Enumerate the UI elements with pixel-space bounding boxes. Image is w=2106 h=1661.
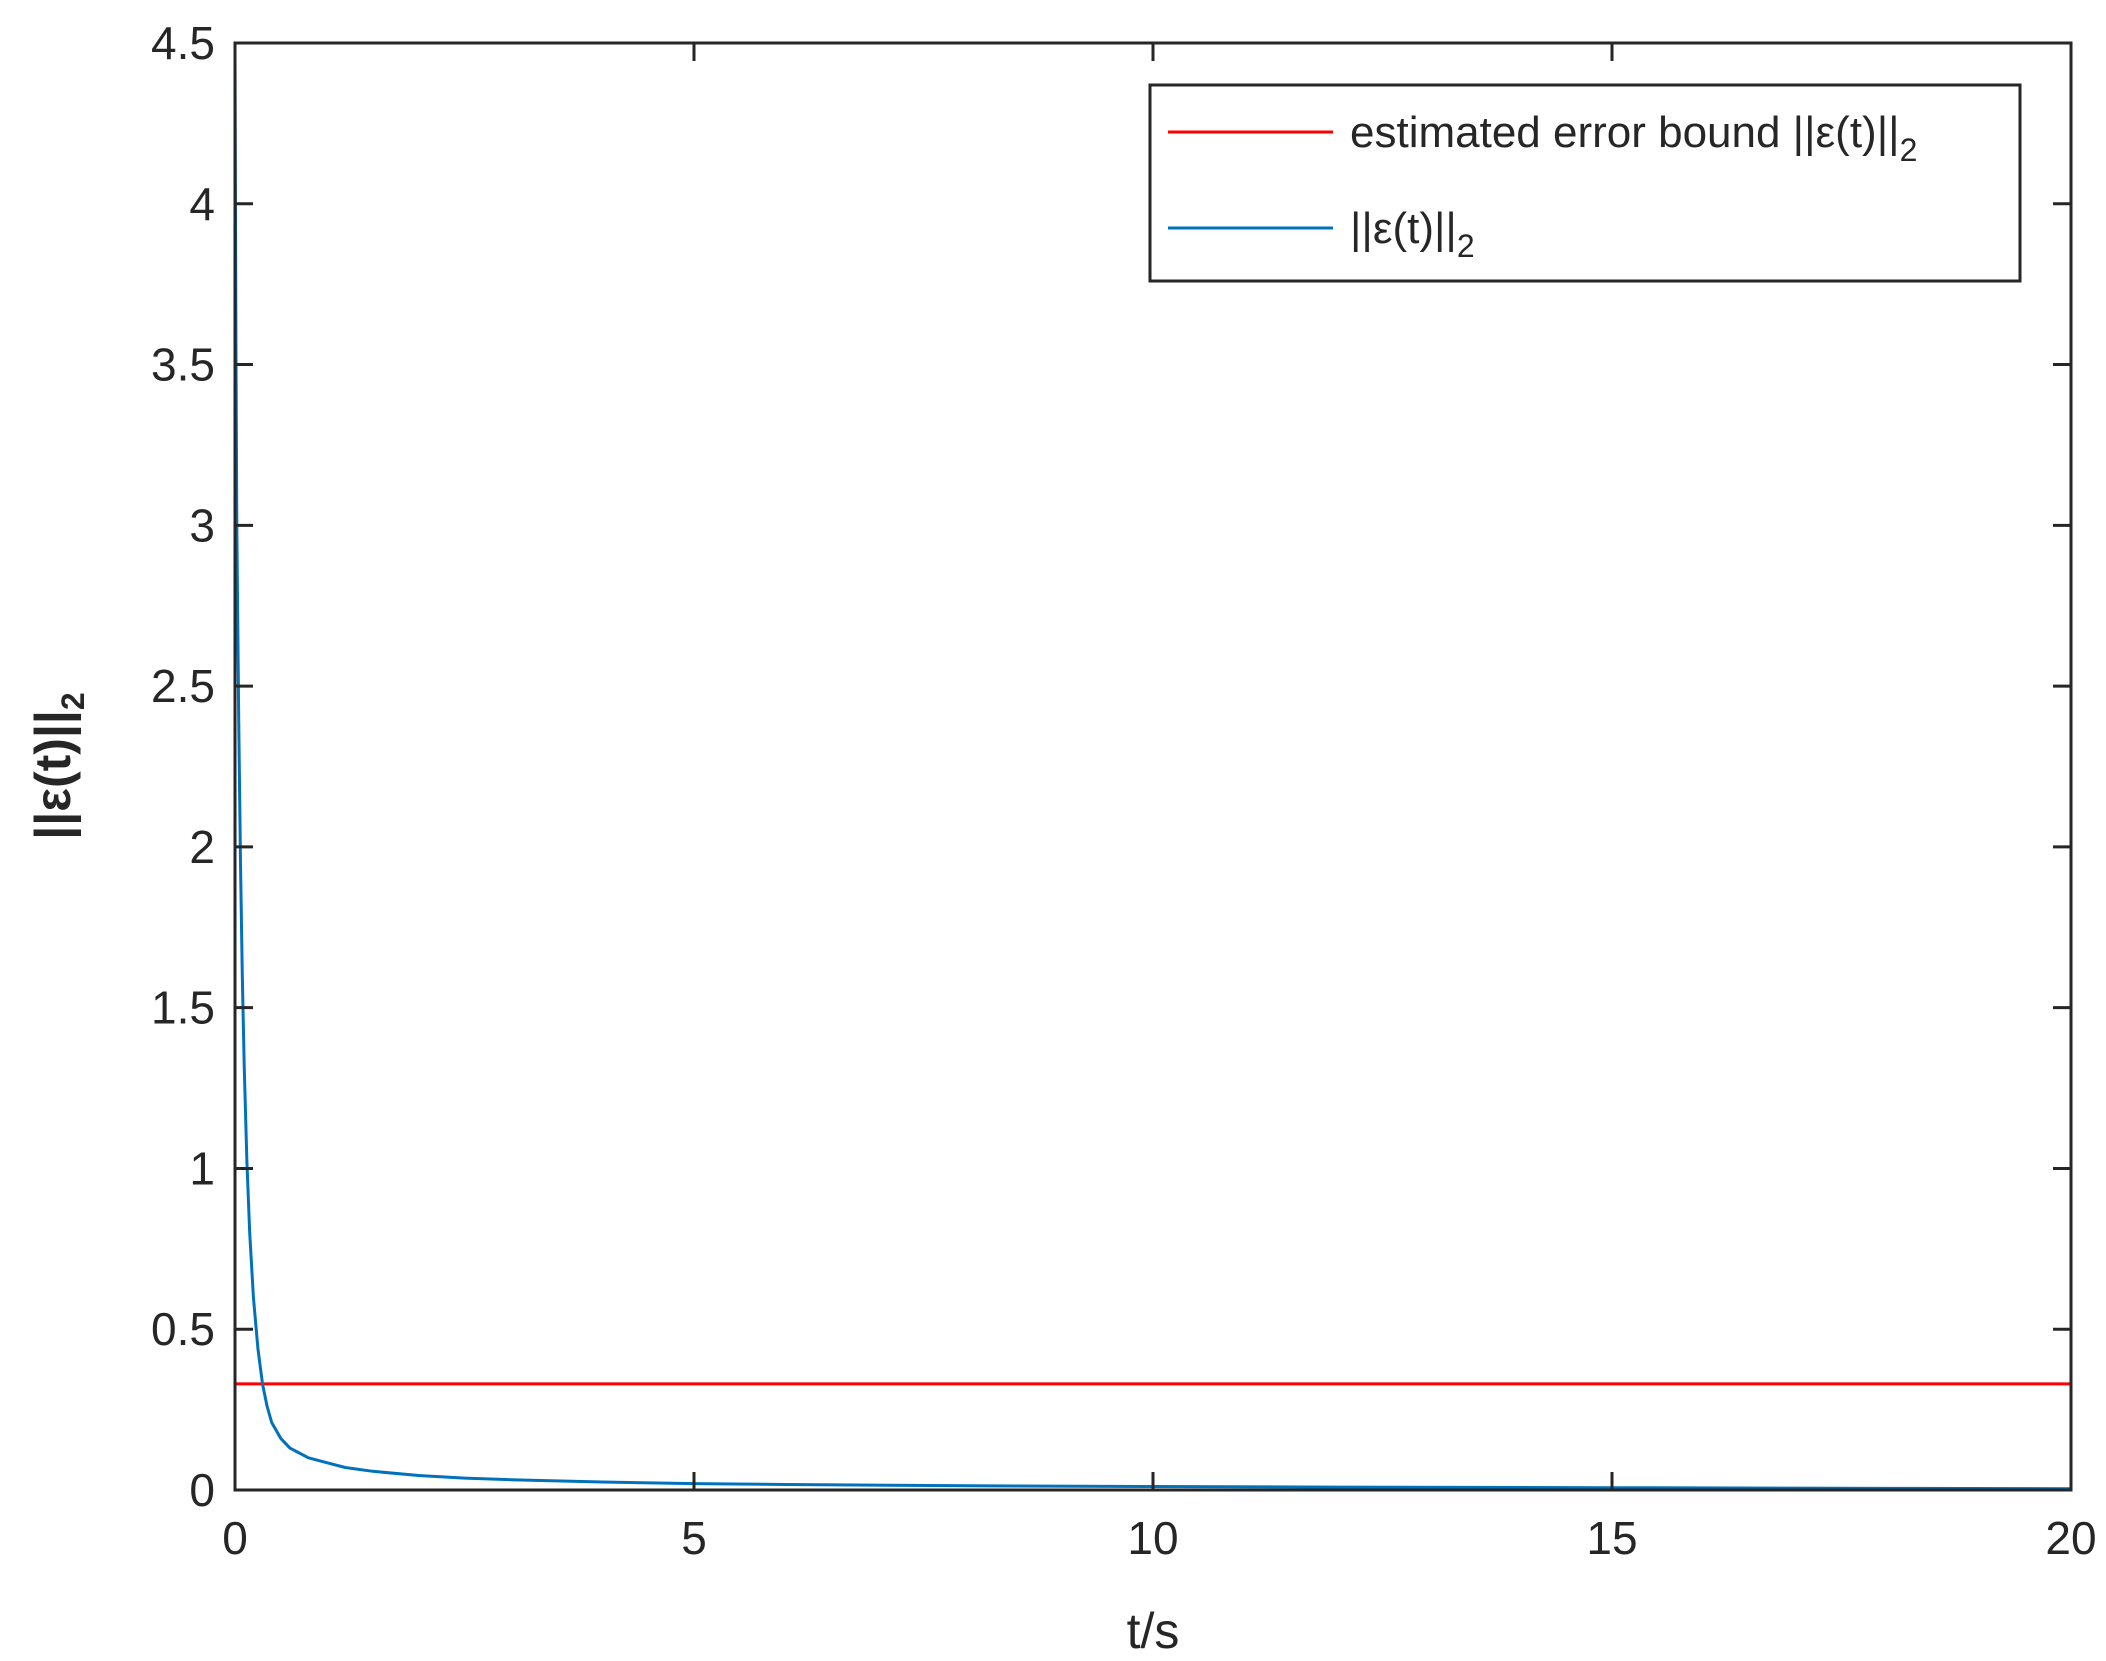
- y-tick-label: 2: [189, 821, 215, 873]
- x-axis-label: t/s: [1127, 1603, 1180, 1659]
- x-tick-label: 15: [1586, 1512, 1637, 1564]
- y-tick-label: 0: [189, 1464, 215, 1516]
- y-axis-label: ||ε(t)||2: [25, 692, 91, 839]
- legend-entry-error-norm: ||ε(t)||2: [1350, 204, 1475, 264]
- series-layer: [233, 59, 2072, 1491]
- y-tick-label: 1.5: [151, 982, 215, 1034]
- y-tick-label: 0.5: [151, 1303, 215, 1355]
- legend-entry-bound-label: estimated error bound ||ε(t)||: [1350, 108, 1900, 157]
- x-tick-label: 5: [681, 1512, 707, 1564]
- y-tick-label: 1: [189, 1142, 215, 1194]
- x-tick-label: 20: [2045, 1512, 2096, 1564]
- tick-layer: 0 5 10 15 20 0 0.5 1 1.5 2 2.5 3 3.5 4 4.5: [151, 17, 2097, 1564]
- legend-entry-error-norm-subscript: 2: [1457, 228, 1475, 264]
- y-axis-label-main: ||ε(t)||: [25, 710, 82, 840]
- legend: estimated error bound ||ε(t)||2 ||ε(t)||…: [1148, 83, 2022, 283]
- y-axis-label-subscript: 2: [55, 692, 91, 710]
- y-tick-label: 4.5: [151, 17, 215, 69]
- legend-entry-bound-subscript: 2: [1900, 132, 1918, 168]
- series-line-error-norm: [233, 59, 2072, 1491]
- legend-entry-bound: estimated error bound ||ε(t)||2: [1350, 108, 1917, 168]
- x-tick-label: 10: [1127, 1512, 1178, 1564]
- y-tick-label: 4: [189, 178, 215, 230]
- x-tick-label: 0: [222, 1512, 248, 1564]
- plot-area: [235, 43, 2071, 1490]
- y-tick-label: 3.5: [151, 339, 215, 391]
- legend-box: [1148, 83, 2022, 283]
- legend-entry-error-norm-label: ||ε(t)||: [1350, 204, 1457, 253]
- y-tick-label: 3: [189, 499, 215, 551]
- y-tick-label: 2.5: [151, 660, 215, 712]
